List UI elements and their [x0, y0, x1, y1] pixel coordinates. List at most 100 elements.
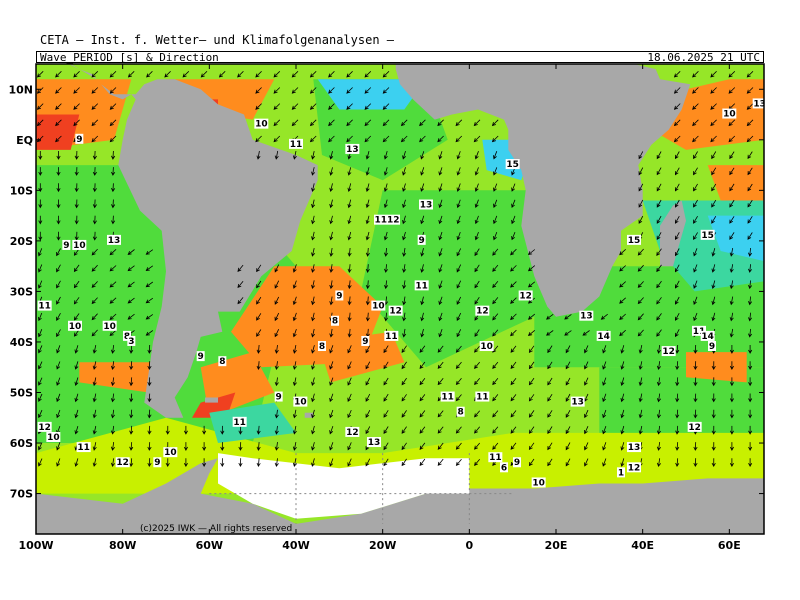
map-institute-title: CETA — Inst. f. Wetter— und Klimafolgena… [40, 33, 395, 47]
direction-arrow [656, 264, 662, 273]
direction-arrow [347, 345, 352, 354]
direction-arrow [329, 247, 334, 257]
direction-arrow [383, 442, 389, 451]
direction-arrow [602, 345, 607, 354]
direction-arrow [437, 426, 444, 434]
direction-arrow [347, 361, 352, 370]
direction-arrow [311, 312, 316, 322]
direction-arrow [329, 264, 334, 273]
direction-arrow [329, 393, 334, 403]
direction-arrow [311, 377, 315, 387]
direction-arrow [55, 135, 62, 143]
direction-arrow [547, 345, 553, 354]
direction-arrow [182, 71, 190, 78]
period-label: 12 [519, 291, 532, 301]
direction-arrow [365, 280, 370, 290]
field-green-atl [361, 190, 556, 368]
direction-arrow [692, 87, 699, 94]
direction-arrow [419, 377, 426, 386]
direction-arrow [127, 71, 135, 78]
direction-arrow [675, 264, 680, 273]
period-label-bg [153, 457, 162, 468]
direction-arrow [347, 167, 352, 176]
direction-arrow [91, 119, 99, 127]
direction-arrow [56, 231, 61, 241]
direction-arrow [347, 296, 352, 306]
direction-arrow [438, 215, 443, 225]
period-label-bg [335, 290, 344, 301]
period-label: 9 [336, 291, 342, 301]
direction-arrow [455, 458, 462, 466]
direction-arrow [675, 248, 680, 257]
direction-arrow [202, 425, 207, 435]
period-label: 12 [476, 307, 489, 317]
period-label: 11 [693, 327, 706, 337]
direction-arrow [91, 87, 99, 94]
direction-arrow [256, 280, 262, 289]
direction-arrow [656, 151, 662, 160]
direction-arrow [73, 119, 80, 127]
direction-arrow [673, 135, 681, 143]
period-label: 13 [753, 99, 766, 109]
direction-arrow [382, 87, 390, 94]
direction-arrow [73, 313, 80, 321]
direction-arrow [511, 199, 516, 208]
direction-arrow [111, 150, 116, 160]
direction-arrow [693, 458, 698, 468]
direction-arrow [748, 280, 753, 290]
direction-arrow [329, 328, 334, 338]
direction-arrow [292, 264, 297, 273]
direction-arrow [56, 361, 61, 370]
period-label-bg [500, 462, 508, 473]
direction-arrow [384, 280, 389, 290]
direction-arrow [693, 232, 698, 241]
period-label-bg [289, 138, 303, 149]
direction-arrow [729, 377, 734, 387]
period-label-bg [72, 239, 87, 250]
period-label: 12 [628, 463, 641, 473]
period-label-bg [331, 315, 339, 326]
direction-arrow [292, 409, 297, 419]
direction-arrow [365, 393, 371, 402]
direction-arrow [456, 183, 461, 192]
direction-arrow [510, 297, 517, 304]
direction-arrow [638, 215, 644, 224]
direction-arrow [637, 264, 644, 272]
direction-arrow [91, 71, 99, 78]
direction-arrow [402, 280, 407, 290]
direction-arrow [145, 297, 154, 304]
period-label-bg [752, 98, 764, 109]
direction-arrow [711, 199, 717, 208]
period-label-bg [531, 477, 546, 488]
direction-arrow [747, 151, 753, 159]
period-label: 10 [294, 398, 307, 408]
direction-arrow [73, 71, 80, 78]
direction-arrow [383, 183, 388, 193]
direction-arrow [92, 150, 97, 160]
lon-label: 40E [631, 539, 654, 552]
direction-arrow [147, 458, 152, 468]
direction-arrow [693, 442, 698, 451]
direction-arrow [273, 119, 281, 127]
period-label: 8 [458, 408, 464, 418]
direction-arrow [584, 426, 589, 435]
field-red-pacific [36, 114, 80, 150]
period-label: 11 [233, 418, 246, 428]
period-label: 12 [688, 423, 701, 433]
direction-arrow [365, 183, 370, 193]
direction-arrow [729, 248, 734, 257]
direction-arrow [420, 264, 425, 273]
direction-arrow [147, 377, 152, 387]
period-label-bg [617, 467, 625, 478]
direction-arrow [711, 296, 716, 306]
direction-arrow [365, 199, 370, 209]
direction-arrow [729, 458, 734, 468]
direction-arrow [383, 199, 388, 209]
direction-arrow [255, 103, 262, 110]
direction-arrow [36, 103, 44, 110]
direction-arrow [401, 426, 407, 434]
direction-arrow [438, 167, 443, 176]
period-label-bg [479, 341, 494, 352]
direction-arrow [474, 167, 479, 176]
direction-arrow [311, 361, 315, 370]
